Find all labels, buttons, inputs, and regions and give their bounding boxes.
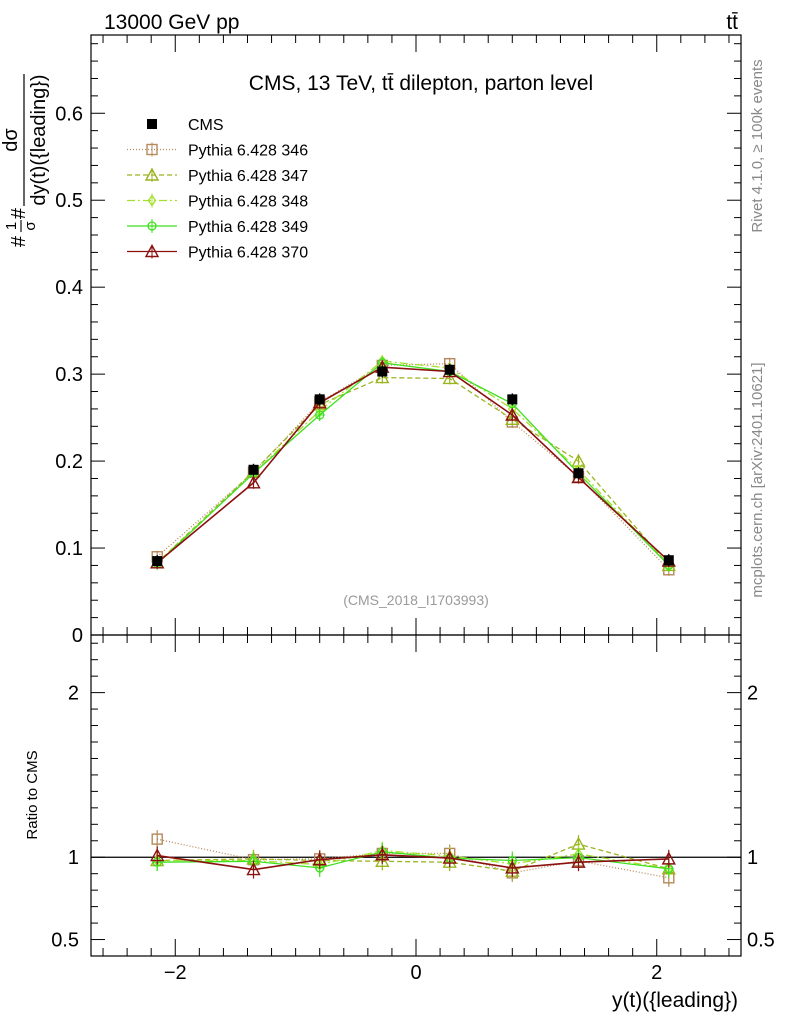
ratio-tick-label-right: 2 <box>747 683 758 705</box>
analysis-id: (CMS_2018_I1703993) <box>343 592 489 608</box>
y-tick-label: 0.2 <box>55 451 83 473</box>
legend-label-p347: Pythia 6.428 347 <box>188 168 308 185</box>
x-axis-label: y(t)({leading}) <box>612 989 738 1012</box>
y-axis-label-bottom: dy(t)({leading}) <box>28 74 50 205</box>
y-axis-label: # 1 σ # dσ dy(t)({leading}) <box>0 74 50 247</box>
ratio-marker-p370 <box>150 848 165 862</box>
legend-marker-p347 <box>144 167 160 181</box>
legend-label-p348: Pythia 6.428 348 <box>188 194 308 211</box>
energy-label: 13000 GeV pp <box>104 11 239 34</box>
ratio-marker-p347 <box>442 854 457 868</box>
x-tick-label: 0 <box>410 962 421 984</box>
ratio-marker-p370 <box>505 860 520 874</box>
ratio-marker-p346 <box>151 833 163 845</box>
marker-CMS <box>314 394 325 405</box>
marker-CMS <box>663 555 674 566</box>
side-label-source: mcplots.cern.ch [arXiv:2401.10621] <box>749 362 766 597</box>
y-axis-label-prefix: # <box>8 235 30 247</box>
marker-p347 <box>375 370 390 384</box>
legend-label-CMS: CMS <box>188 117 224 134</box>
ratio-line-p370 <box>157 853 669 871</box>
y-axis-label-frac-num: 1 <box>3 222 20 230</box>
ratio-line-p348 <box>157 849 669 870</box>
ratio-marker-p370 <box>661 851 676 865</box>
ratio-marker-p370 <box>312 852 327 866</box>
legend-marker-p348 <box>147 194 157 207</box>
series-line-p349 <box>156 362 670 566</box>
marker-CMS <box>507 394 518 405</box>
ratio-y-label: Ratio to CMS <box>24 750 41 839</box>
ratio-tick-label: 0.5 <box>51 930 79 952</box>
ratio-marker-p370 <box>571 854 586 868</box>
ratio-tick-label-right: 1 <box>747 847 758 869</box>
legend-marker-CMS <box>147 119 157 129</box>
ratio-line-p349 <box>157 851 669 870</box>
y-tick-label: 0.3 <box>55 364 83 386</box>
y-tick-label: 0.5 <box>55 190 83 212</box>
series-line-p347 <box>156 376 670 566</box>
legend: CMS Pythia 6.428 346 Pythia 6.428 347 Pythi… <box>127 117 308 262</box>
ratio-marker-p370 <box>375 847 390 861</box>
legend-label-p346: Pythia 6.428 346 <box>188 143 308 160</box>
legend-entry-p349: Pythia 6.428 349 <box>127 219 308 236</box>
series-ratio <box>150 830 676 887</box>
y-tick-label: 0.1 <box>55 538 83 560</box>
x-axis-tick-labels: −2 0 2 <box>164 962 662 984</box>
series-line-p370 <box>156 366 670 564</box>
y-axis-label-top: dσ <box>0 128 22 152</box>
y-axis-label-prefix-2: # <box>8 207 30 219</box>
marker-p370 <box>505 407 520 421</box>
y-tick-label: 0 <box>72 625 83 647</box>
ratio-marker-p370 <box>246 862 261 876</box>
marker-p347 <box>442 371 457 385</box>
y-tick-label: 0.4 <box>55 277 83 299</box>
ratio-tick-label: 2 <box>68 683 79 705</box>
process-label: tt̄ <box>726 11 738 34</box>
marker-CMS <box>152 556 163 567</box>
legend-entry-CMS: CMS <box>147 117 224 134</box>
legend-marker-p346 <box>146 143 158 156</box>
legend-label-p349: Pythia 6.428 349 <box>188 219 308 236</box>
legend-entry-p347: Pythia 6.428 347 <box>127 167 308 185</box>
x-tick-label: −2 <box>164 962 187 984</box>
side-label-rivet: Rivet 4.1.0, ≥ 100k events <box>749 59 766 232</box>
series-main <box>150 354 676 576</box>
x-tick-label: 2 <box>651 962 662 984</box>
plot-title: CMS, 13 TeV, tt̄ dilepton, parton level <box>249 72 593 95</box>
marker-CMS <box>377 366 388 377</box>
ratio-marker-p347 <box>375 853 390 868</box>
legend-marker-p370 <box>144 244 160 258</box>
y-axis-label-frac-den: σ <box>22 221 39 231</box>
ratio-tick-label: 1 <box>68 847 79 869</box>
ratio-tick-label-right: 0.5 <box>747 930 775 952</box>
legend-entry-p346: Pythia 6.428 346 <box>127 142 308 160</box>
legend-entry-p370: Pythia 6.428 370 <box>127 244 308 262</box>
ratio-line-p347 <box>157 843 669 872</box>
legend-label-p370: Pythia 6.428 370 <box>188 245 308 262</box>
y-tick-label: 0.6 <box>55 103 83 125</box>
marker-p370 <box>246 475 261 489</box>
marker-CMS <box>573 468 584 479</box>
legend-entry-p348: Pythia 6.428 348 <box>127 193 308 211</box>
marker-CMS <box>248 464 259 475</box>
main-axes: 0 0.1 0.2 0.3 0.4 0.5 0.6 <box>55 35 741 956</box>
ratio-marker-p370 <box>442 850 457 864</box>
marker-CMS <box>444 364 455 375</box>
